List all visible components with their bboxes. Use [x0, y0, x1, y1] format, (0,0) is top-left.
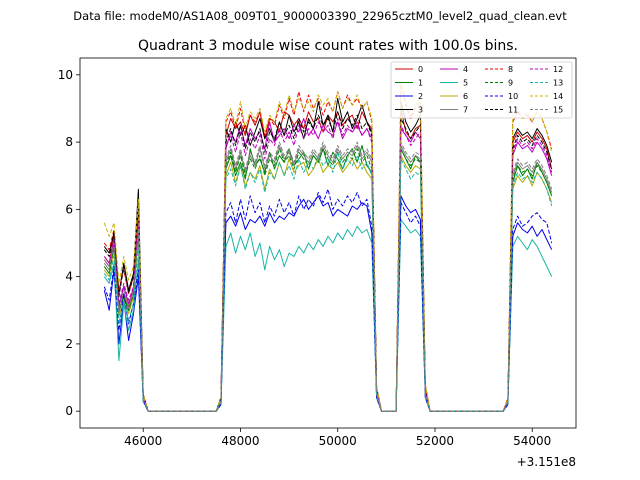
plot-area [79, 57, 577, 429]
legend-label-1: 1 [418, 79, 423, 88]
legend-label-3: 3 [418, 106, 423, 115]
x-tick-label: 54000 [513, 434, 551, 448]
y-tick-label: 6 [65, 202, 73, 216]
legend-label-14: 14 [553, 92, 563, 101]
legend-label-6: 6 [463, 92, 468, 101]
series-line-15 [103, 141, 553, 412]
x-tick-label: 48000 [221, 434, 259, 448]
y-tick-label: 10 [58, 68, 73, 82]
x-axis-offset-label: +3.151e8 [517, 455, 576, 469]
series-line-2 [103, 195, 553, 412]
series-line-7 [103, 145, 553, 412]
series-line-14 [103, 81, 553, 412]
y-tick-label: 8 [65, 135, 73, 149]
series-line-12 [103, 118, 553, 412]
series-line-8 [103, 81, 553, 412]
series-line-5 [103, 219, 553, 412]
series-line-4 [103, 118, 553, 412]
figure-suptitle: Data file: modeM0/AS1A08_009T01_90000033… [73, 9, 567, 23]
x-tick-label: 52000 [416, 434, 454, 448]
series-line-10 [103, 188, 553, 412]
series-line-3 [103, 97, 553, 412]
x-tick-label: 50000 [319, 434, 357, 448]
legend-label-8: 8 [508, 65, 513, 74]
legend-label-7: 7 [463, 106, 468, 115]
legend-label-9: 9 [508, 79, 513, 88]
series-line-0 [103, 108, 553, 412]
legend-label-13: 13 [553, 79, 563, 88]
legend-label-4: 4 [463, 65, 468, 74]
legend-label-2: 2 [418, 92, 423, 101]
y-tick-label: 4 [65, 270, 73, 284]
y-tick-label: 2 [65, 337, 73, 351]
series-line-11 [103, 111, 553, 412]
series-line-9 [103, 148, 553, 412]
legend-label-15: 15 [553, 106, 563, 115]
legend-label-10: 10 [508, 92, 518, 101]
y-axis: 0 2 4 6 8 10 [58, 68, 80, 418]
legend-label-11: 11 [508, 106, 518, 115]
legend-frame [390, 61, 573, 119]
chart-title: Quadrant 3 module wise count rates with … [138, 38, 518, 54]
series-line-6 [103, 155, 553, 412]
x-axis: 46000 48000 50000 52000 54000 [124, 428, 551, 448]
legend-label-12: 12 [553, 65, 563, 74]
series-line-1 [103, 145, 553, 412]
series-lines [103, 81, 553, 412]
axes-frame [79, 57, 577, 429]
x-tick-label: 46000 [124, 434, 162, 448]
legend-label-0: 0 [418, 65, 423, 74]
y-tick-label: 0 [65, 404, 73, 418]
legend-label-5: 5 [463, 79, 468, 88]
